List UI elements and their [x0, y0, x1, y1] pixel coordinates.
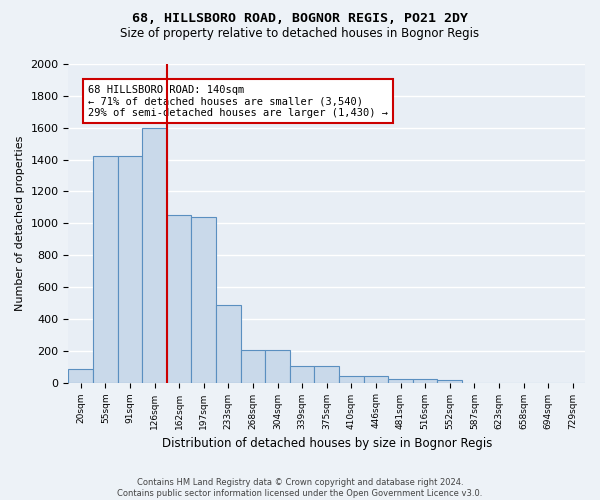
X-axis label: Distribution of detached houses by size in Bognor Regis: Distribution of detached houses by size … [161, 437, 492, 450]
Bar [339, 376, 364, 382]
Bar [290, 366, 314, 382]
Text: 68 HILLSBORO ROAD: 140sqm
← 71% of detached houses are smaller (3,540)
29% of se: 68 HILLSBORO ROAD: 140sqm ← 71% of detac… [88, 84, 388, 118]
Bar [167, 216, 191, 382]
Bar [93, 156, 118, 382]
Bar [364, 376, 388, 382]
Bar [118, 156, 142, 382]
Text: Size of property relative to detached houses in Bognor Regis: Size of property relative to detached ho… [121, 28, 479, 40]
Bar [413, 380, 437, 382]
Bar [437, 380, 462, 382]
Y-axis label: Number of detached properties: Number of detached properties [15, 136, 25, 311]
Bar [241, 350, 265, 382]
Bar [191, 217, 216, 382]
Text: Contains HM Land Registry data © Crown copyright and database right 2024.
Contai: Contains HM Land Registry data © Crown c… [118, 478, 482, 498]
Text: 68, HILLSBORO ROAD, BOGNOR REGIS, PO21 2DY: 68, HILLSBORO ROAD, BOGNOR REGIS, PO21 2… [132, 12, 468, 26]
Bar [68, 369, 93, 382]
Bar [216, 304, 241, 382]
Bar [142, 128, 167, 382]
Bar [314, 366, 339, 382]
Bar [265, 350, 290, 382]
Bar [388, 378, 413, 382]
